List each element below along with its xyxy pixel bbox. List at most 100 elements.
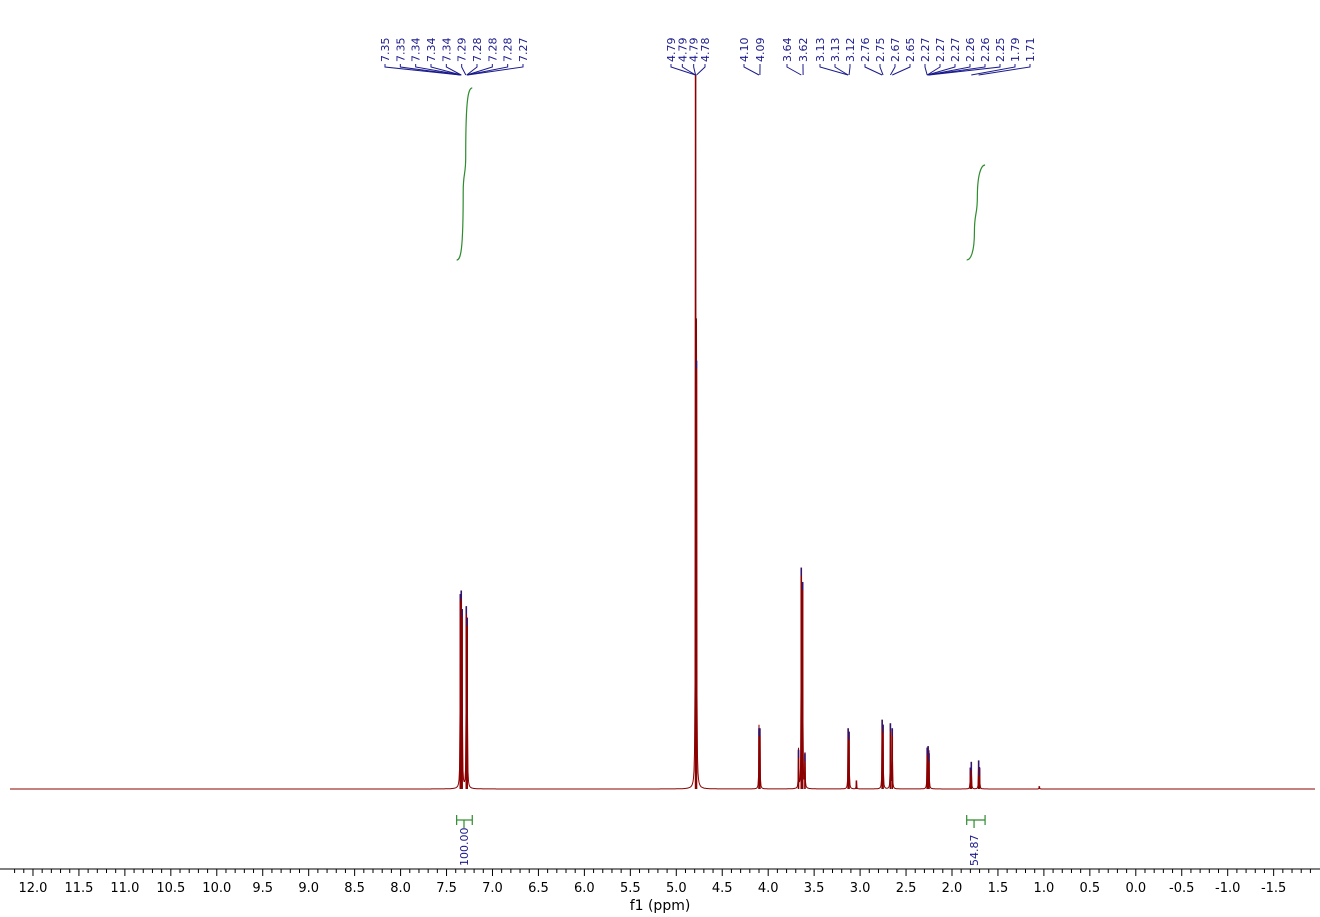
x-tick-label: 9.0 [298, 881, 319, 896]
peak-label: 7.28 [502, 38, 515, 63]
x-tick-label: 10.5 [156, 881, 185, 896]
peak-label: 2.75 [874, 38, 887, 63]
peak-label-connector [467, 64, 524, 76]
peak-label-connector [681, 64, 696, 76]
x-tick-label: 8.5 [344, 881, 365, 896]
peak-label-connector [466, 64, 478, 76]
integral-curve [966, 164, 986, 261]
peak-label: 7.28 [486, 38, 499, 63]
peak-label: 7.35 [394, 38, 407, 63]
peak-label-connector [971, 64, 1016, 76]
peak-label-connector [927, 64, 956, 76]
x-tick-label: -0.5 [1169, 881, 1194, 896]
peak-label: 4.79 [676, 38, 689, 63]
x-tick-label: 4.5 [712, 881, 733, 896]
x-tick-label: 6.5 [528, 881, 549, 896]
x-tick-label: 4.0 [758, 881, 779, 896]
x-tick-label: 7.5 [436, 881, 457, 896]
peak-label-connector [399, 64, 461, 76]
peak-label: 7.34 [410, 38, 423, 63]
peak-label: 4.78 [699, 38, 712, 63]
integral-bracket: 54.87 [966, 815, 986, 867]
integral-value-label: 100.00 [458, 828, 471, 867]
x-tick-label: 7.0 [482, 881, 503, 896]
x-tick-label: 9.5 [252, 881, 273, 896]
peak-label: 2.65 [904, 38, 917, 63]
peak-label: 4.09 [754, 38, 767, 63]
peak-label: 2.76 [859, 38, 872, 63]
peak-label-group: 3.13 3.13 3.12 2.76 2.75 2.67 2.65 2.27 2.27 2.27… [814, 38, 1037, 76]
integral-curve [456, 87, 473, 261]
peak-label-connector [819, 64, 849, 76]
peak-label-connector [430, 64, 462, 76]
x-tick-label: 3.0 [850, 881, 871, 896]
peak-label: 7.34 [425, 38, 438, 63]
integral-bracket: 100.00 [456, 815, 473, 867]
spectrum-line-group [10, 75, 1315, 790]
x-tick-label: 5.0 [666, 881, 687, 896]
peak-label-connector [978, 64, 1031, 76]
integral-value-label: 54.87 [968, 835, 981, 867]
peak-label: 4.79 [665, 38, 678, 63]
peak-label-connector [889, 64, 896, 76]
x-tick-label: 8.0 [390, 881, 411, 896]
peak-label: 2.25 [994, 38, 1007, 63]
x-tick-label: -1.0 [1215, 881, 1240, 896]
peak-label: 3.62 [797, 38, 810, 63]
peak-label: 3.64 [781, 38, 794, 63]
peak-label-connector [384, 64, 461, 76]
peak-label-group: 4.10 4.09 [738, 38, 767, 76]
peak-label-connector [928, 64, 986, 76]
peak-label-connector [415, 64, 462, 76]
peak-label-connector [834, 64, 849, 76]
peak-label: 3.13 [814, 38, 827, 63]
peak-label-connector [864, 64, 883, 76]
peak-label-connector [445, 64, 462, 76]
x-tick-label: 0.0 [1125, 881, 1146, 896]
peak-label: 7.34 [440, 38, 453, 63]
peak-label-group: 3.64 3.62 [781, 38, 810, 76]
peak-label: 2.27 [934, 38, 947, 63]
x-tick-label: 10.0 [202, 881, 231, 896]
x-tick-label: 0.5 [1079, 881, 1100, 896]
peak-label: 4.10 [738, 38, 751, 63]
peak-label-connector [928, 64, 1001, 76]
x-tick-label: 1.0 [1034, 881, 1055, 896]
x-tick-label: 12.0 [18, 881, 47, 896]
peak-label-connector [461, 64, 467, 76]
peak-label: 2.27 [949, 38, 962, 63]
peak-label-connector [924, 64, 928, 76]
peak-label-group: 4.794.794.794.78 [665, 38, 712, 76]
peak-label-connector [928, 64, 971, 76]
peak-label-connector [466, 64, 509, 76]
peak-label: 2.26 [964, 38, 977, 63]
peak-label-connector [879, 64, 884, 76]
x-tick-label: -1.5 [1261, 881, 1286, 896]
x-tick-label: 11.5 [64, 881, 93, 896]
peak-label: 1.71 [1024, 38, 1037, 63]
peak-label-connector [786, 64, 802, 76]
peak-annotations: 7.35 7.35 7.34 7.34 7.34 7.29 7.28 7.28 7.28 7.27… [379, 38, 1037, 76]
x-tick-label: 6.0 [574, 881, 595, 896]
spectrum-trace [10, 138, 1315, 790]
peak-label: 3.12 [844, 38, 857, 63]
x-tick-label: 2.5 [896, 881, 917, 896]
x-axis-title: f1 (ppm) [630, 898, 691, 914]
peak-label-connector [848, 64, 851, 76]
peak-label-connector [926, 64, 941, 76]
peak-label: 2.27 [919, 38, 932, 63]
integral-brackets: 100.00 54.87 [456, 815, 986, 867]
x-tick-label: 2.0 [942, 881, 963, 896]
peak-label: 2.67 [889, 38, 902, 63]
peak-label-connector [466, 64, 493, 76]
x-tick-label: 3.5 [804, 881, 825, 896]
x-tick-label: 5.5 [620, 881, 641, 896]
peak-label: 3.13 [829, 38, 842, 63]
peak-label-connector [670, 64, 696, 76]
x-tick-label: 11.0 [110, 881, 139, 896]
peak-label: 2.26 [979, 38, 992, 63]
peak-label-connector [892, 64, 911, 76]
peak-label: 7.28 [471, 38, 484, 63]
x-tick-label: 1.5 [988, 881, 1009, 896]
